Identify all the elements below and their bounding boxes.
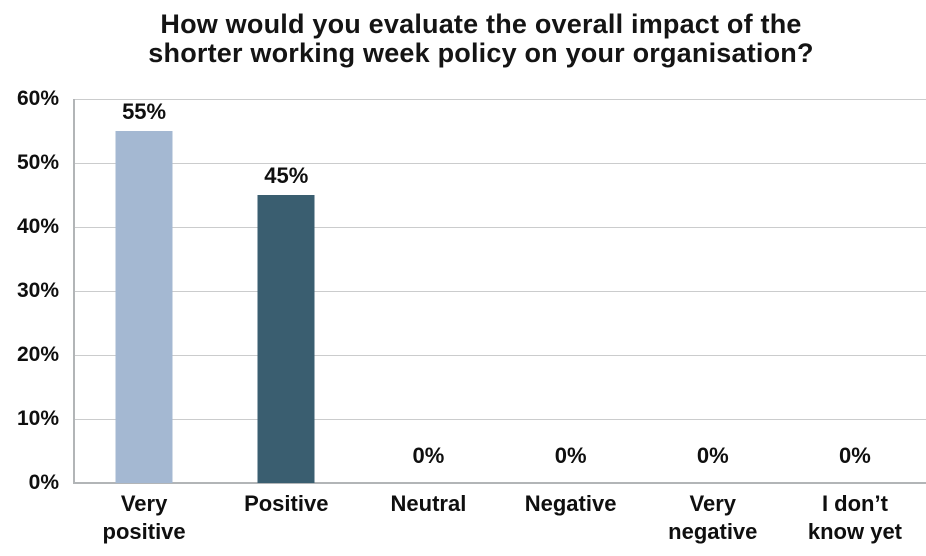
bar-slot-5: 0% — [642, 99, 784, 483]
chart-title-line-2: shorter working week policy on your orga… — [148, 38, 814, 68]
bar-slot-1: 55% — [73, 99, 215, 483]
bar-slots: 55% 45% 0% 0% 0% 0% — [73, 99, 926, 483]
gridline-0 — [73, 482, 926, 484]
y-tick-label-10: 10% — [16, 407, 59, 430]
gridline-10 — [73, 418, 926, 420]
x-category-label-line: Very — [689, 491, 737, 516]
x-category-label-5: Very negative — [642, 490, 784, 546]
plot-area: 55% 45% 0% 0% 0% 0% — [73, 98, 926, 484]
y-tick-label-30: 30% — [16, 279, 59, 302]
x-category-label-2: Positive — [215, 490, 357, 546]
gridline-50 — [73, 162, 926, 164]
x-category-label-line: Neutral — [390, 491, 467, 516]
bar-2 — [257, 195, 315, 483]
x-category-label-3: Neutral — [357, 490, 499, 546]
x-category-label-line: negative — [668, 519, 758, 544]
bar-slot-2: 45% — [215, 99, 357, 483]
y-tick-label-40: 40% — [16, 215, 59, 238]
y-axis-line — [73, 99, 75, 484]
y-tick-label-50: 50% — [16, 151, 59, 174]
x-category-label-line: Positive — [244, 491, 329, 516]
value-label-1: 55% — [122, 99, 167, 124]
value-label-3: 0% — [412, 443, 445, 468]
gridline-40 — [73, 226, 926, 228]
gridline-60 — [73, 98, 926, 100]
x-category-label-line: Very — [120, 491, 168, 516]
x-category-label-line: Negative — [524, 491, 617, 516]
x-category-label-line: know yet — [807, 519, 903, 544]
bar-slot-3: 0% — [357, 99, 499, 483]
bar-slot-4: 0% — [500, 99, 642, 483]
y-tick-label-20: 20% — [16, 343, 59, 366]
x-category-label-1: Very positive — [73, 490, 215, 546]
chart-title: How would you evaluate the overall impac… — [36, 10, 926, 68]
x-axis-labels: Very positive Positive Neutral Negative Very n… — [73, 490, 926, 546]
gridline-20 — [73, 354, 926, 356]
value-label-5: 0% — [696, 443, 729, 468]
value-label-4: 0% — [554, 443, 587, 468]
x-category-label-line: I don’t — [821, 491, 888, 516]
x-category-label-6: I don’t know yet — [784, 490, 926, 546]
x-category-label-4: Negative — [500, 490, 642, 546]
x-category-label-line: positive — [102, 519, 186, 544]
value-label-6: 0% — [839, 443, 871, 468]
value-label-2: 45% — [264, 163, 309, 188]
y-tick-label-0: 0% — [28, 471, 59, 494]
chart-title-line-1: How would you evaluate the overall impac… — [160, 9, 802, 39]
gridline-30 — [73, 290, 926, 292]
y-tick-label-60: 60% — [16, 87, 59, 110]
bar-1 — [115, 131, 173, 483]
bar-slot-6: 0% — [784, 99, 926, 483]
